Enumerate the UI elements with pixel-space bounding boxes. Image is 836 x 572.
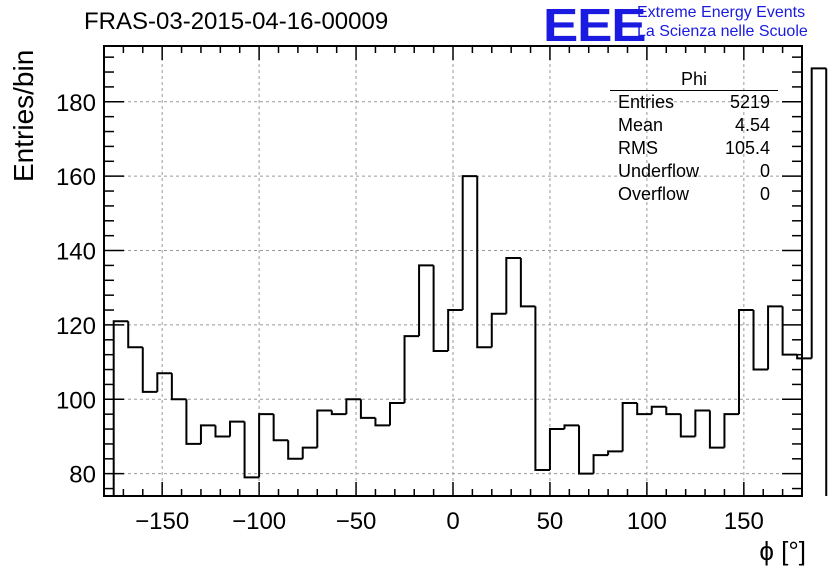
x-tick-label: 50: [537, 508, 564, 535]
logo-line-2: La Scienza nelle Scuole: [637, 23, 808, 40]
histogram-bin: [403, 335, 420, 404]
histogram-bin: [650, 405, 667, 415]
x-axis-label: ϕ [°]: [759, 536, 806, 566]
histogram-bin: [578, 425, 594, 475]
histogram-bin: [432, 265, 449, 352]
tick-layer: [103, 46, 803, 496]
stats-label: Mean: [618, 115, 664, 135]
stats-row-overflow: Overflow 0: [610, 183, 778, 206]
histogram-bin: [388, 402, 405, 426]
histogram-bin: [243, 421, 260, 479]
tick-label-layer: −150 −100 −50 0 50 100 150 80 100 120 140 160 180: [56, 90, 764, 535]
histogram-bin: [156, 372, 172, 392]
histogram-bin: [461, 175, 478, 311]
logo-line-1: Extreme Energy Events: [637, 4, 806, 21]
stats-value: 105.4: [724, 138, 770, 158]
histogram-bin: [141, 347, 158, 393]
histogram-bin: [810, 67, 827, 359]
x-tick-label: −150: [135, 508, 189, 535]
histogram-bin: [781, 306, 798, 356]
stats-row-mean: Mean 4.54: [610, 114, 778, 137]
stats-row-underflow: Underflow 0: [610, 160, 778, 183]
histogram-bin: [636, 403, 652, 416]
histogram-bin: [345, 398, 361, 415]
stats-label: Underflow: [618, 161, 700, 181]
x-tick-label: 0: [446, 508, 459, 535]
y-tick-label: 120: [56, 313, 96, 340]
histogram-bin: [694, 409, 710, 437]
histogram-bin: [548, 428, 565, 470]
x-tick-label: −50: [336, 508, 377, 535]
stats-row-entries: Entries 5219: [610, 91, 778, 114]
histogram-bin: [170, 373, 187, 401]
histogram-bin: [447, 309, 463, 351]
histogram-bin: [287, 440, 303, 460]
histogram-bin: [418, 264, 434, 337]
histogram-bin: [185, 399, 201, 445]
histogram-bin: [665, 406, 681, 416]
histogram-bin: [737, 309, 754, 415]
histogram-bin: [490, 312, 507, 348]
histogram-bin: [199, 424, 216, 444]
grid-layer: [104, 46, 802, 496]
histogram-bin: [272, 414, 289, 442]
histogram-bin: [592, 454, 609, 474]
y-tick-label: 140: [56, 239, 96, 266]
histogram-layer: [112, 67, 828, 496]
y-axis-label: Entries/bin: [8, 49, 39, 182]
eee-logo-text: Extreme Energy Events La Scienza nelle S…: [637, 3, 808, 41]
stats-title: Phi: [610, 68, 778, 91]
histogram-bin: [359, 399, 376, 419]
stats-value: 4.54: [734, 115, 770, 135]
histogram-bin: [127, 321, 143, 349]
histogram-bin: [258, 413, 274, 478]
histogram-bin: [767, 305, 783, 370]
histogram-bin: [796, 354, 812, 360]
stats-value: 5219: [729, 92, 770, 112]
stats-box: Phi Entries 5219 Mean 4.54 RMS 105.4 Und…: [610, 68, 778, 206]
histogram-bin: [679, 414, 696, 438]
histogram-bin: [505, 256, 521, 314]
stats-value: 0: [759, 161, 770, 181]
y-tick-label: 100: [56, 387, 96, 414]
histogram-bin: [374, 417, 390, 427]
histogram-bin: [214, 425, 231, 438]
histogram-bin: [316, 409, 332, 448]
histogram-bin: [563, 424, 580, 430]
histogram-bin: [476, 176, 492, 349]
stats-label: Entries: [618, 92, 675, 112]
histogram-bin: [330, 410, 347, 416]
stats-label: Overflow: [618, 184, 690, 204]
x-tick-label: −100: [232, 508, 286, 535]
histogram-bin: [607, 450, 623, 456]
histogram-bin: [723, 413, 739, 448]
stats-label: RMS: [618, 138, 658, 158]
histogram-bin: [708, 410, 725, 449]
x-tick-label: 150: [724, 508, 764, 535]
histogram-bin: [752, 310, 769, 371]
stats-row-rms: RMS 105.4: [610, 137, 778, 160]
histogram-bin: [621, 402, 638, 452]
histogram-bin: [301, 446, 318, 459]
y-tick-label: 180: [56, 90, 96, 117]
histogram-bin: [112, 320, 129, 496]
histogram-title: FRAS-03-2015-04-16-00009: [84, 8, 389, 35]
histogram-bin: [519, 257, 536, 308]
x-tick-label: 100: [627, 508, 667, 535]
histogram-bin: [229, 420, 245, 437]
eee-logo-mark: EEE: [543, 0, 647, 51]
stats-value: 0: [759, 184, 770, 204]
y-tick-label: 160: [56, 164, 96, 191]
histogram-bin: [534, 306, 550, 471]
y-tick-label: 80: [69, 462, 96, 489]
